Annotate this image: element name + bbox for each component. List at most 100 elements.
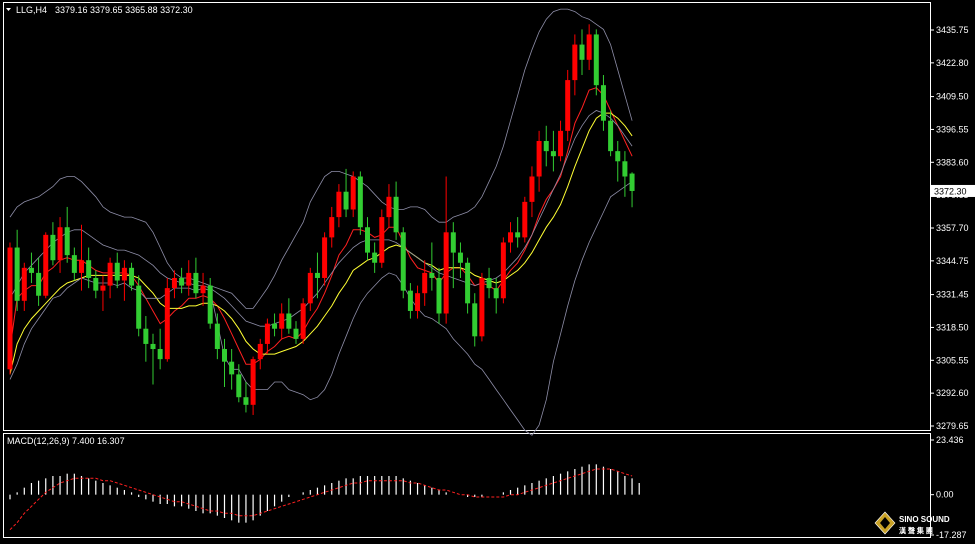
candle-body [336, 191, 342, 218]
price-tick-label: 3435.75 [936, 25, 969, 35]
band-lower-line [9, 181, 633, 436]
candle-body [307, 272, 313, 304]
candle-body [386, 196, 392, 218]
ohlc-label: 3379.16 3379.65 3365.88 3372.30 [55, 5, 193, 15]
candle-body [329, 217, 335, 238]
price-tick-label: 3292.60 [936, 388, 969, 398]
band-middle-line [9, 110, 633, 327]
candle-body [129, 267, 135, 286]
candle-body [57, 227, 63, 261]
candle-body [450, 232, 456, 253]
current-price-label: 3372.30 [934, 186, 967, 196]
candle-body [572, 44, 578, 81]
candle-body [615, 151, 621, 162]
candle-body [407, 290, 413, 311]
candle-body [579, 44, 585, 60]
candle-body [186, 272, 192, 286]
candle-body [343, 191, 349, 210]
price-tick-label: 3383.60 [936, 157, 969, 167]
candle-body [543, 140, 549, 152]
sino-sound-logo: SINO SOUND 漢 聲 集 團 [874, 511, 950, 535]
candle-body [114, 262, 120, 281]
dropdown-triangle-icon[interactable] [6, 8, 11, 11]
candle-body [457, 252, 463, 263]
ma-slow-line [9, 112, 633, 375]
macd-tick-label: -17.287 [936, 530, 967, 540]
candle-body [171, 277, 177, 289]
candle-body [486, 277, 492, 289]
price-tick-label: 3422.80 [936, 58, 969, 68]
candle-body [293, 328, 299, 339]
candle-body [558, 130, 564, 157]
candle-body [536, 140, 542, 177]
candle-body [264, 323, 270, 344]
candle-body [36, 272, 42, 296]
candle-body [121, 267, 127, 281]
candle-body [593, 34, 599, 86]
candle-body [150, 343, 156, 350]
candle-body [50, 234, 56, 261]
candle-body [508, 232, 513, 243]
macd-label: MACD(12,26,9) 7.400 16.307 [7, 436, 125, 446]
candle-body [600, 85, 606, 121]
candle-body [529, 176, 535, 202]
candle-body [300, 303, 306, 339]
candle-body [14, 247, 20, 301]
candle-body [43, 234, 49, 296]
candle-body [71, 255, 77, 273]
candle-body [393, 196, 399, 233]
candle-body [472, 303, 478, 337]
price-tick-label: 3305.55 [936, 355, 969, 365]
candle-body [193, 272, 199, 294]
candle-body [286, 313, 292, 329]
axis-layer: 3435.753422.803409.503396.553383.603370.… [930, 25, 975, 540]
candle-body [429, 272, 435, 278]
candle-body [415, 293, 421, 311]
candle-body [79, 260, 84, 273]
symbol-label: LLG,H4 [16, 5, 47, 15]
candle-body [243, 397, 249, 405]
price-panel-frame [3, 2, 931, 431]
candle-body [236, 374, 242, 398]
candle-body [357, 176, 363, 228]
candle-body [443, 232, 449, 314]
candle-body [479, 277, 485, 337]
candle-body [21, 267, 27, 301]
candle-body [586, 34, 592, 60]
candle-body [93, 277, 99, 291]
price-tick-label: 3409.50 [936, 92, 969, 102]
candle-body [400, 232, 406, 291]
price-tick-label: 3396.55 [936, 124, 969, 134]
candle-body [64, 227, 70, 256]
candle-body [565, 80, 571, 131]
candle-body [550, 151, 556, 157]
candle-body [350, 176, 356, 210]
candle-body [379, 217, 385, 263]
macd-panel-frame [3, 433, 931, 538]
logo-line2: 漢 聲 集 團 [899, 526, 933, 535]
candle-body [608, 120, 614, 152]
ma-fast-line [9, 87, 633, 365]
candle-body [164, 288, 170, 360]
price-tick-label: 3357.70 [936, 223, 969, 233]
candle-body [229, 361, 235, 375]
price-tick-label: 3331.45 [936, 290, 969, 300]
candle-body [107, 262, 113, 286]
price-tick-label: 3318.50 [936, 322, 969, 332]
candle-body [622, 161, 628, 177]
price-tick-label: 3279.65 [936, 421, 969, 431]
price-tick-label: 3344.75 [936, 256, 969, 266]
logo-line1: SINO SOUND [899, 515, 950, 524]
candle-body [279, 313, 285, 329]
candle-body [7, 247, 13, 370]
candle-body [250, 359, 256, 405]
candle-body [500, 242, 506, 299]
candle-body [272, 323, 278, 329]
candle-body [136, 285, 142, 329]
current-price-box [931, 184, 975, 197]
band-upper-line [9, 8, 633, 309]
macd-tick-label: 23.436 [936, 435, 964, 445]
diamond-inner-icon [880, 517, 890, 529]
macd-signal-line [9, 468, 633, 531]
